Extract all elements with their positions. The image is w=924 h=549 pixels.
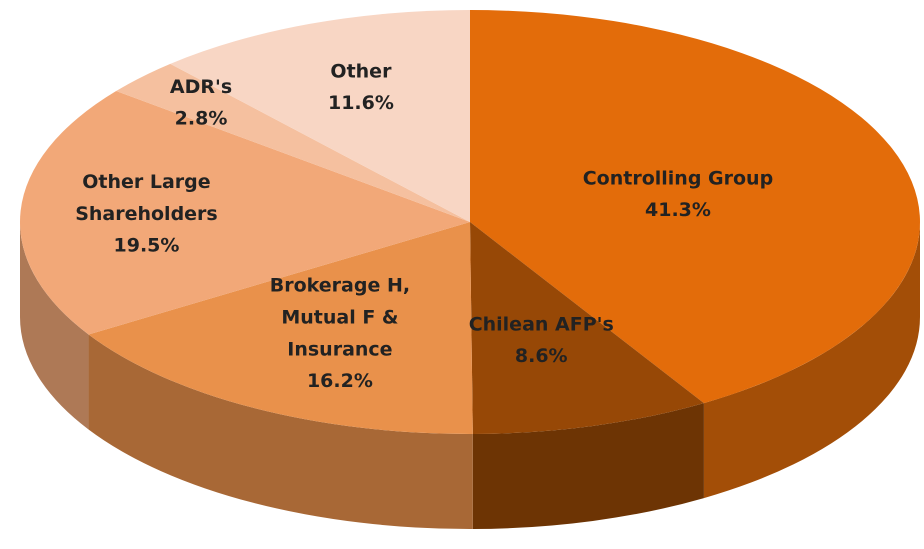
slice-side	[20, 222, 89, 430]
slice	[19, 91, 470, 335]
slice	[470, 10, 920, 404]
slice-value-label: 8.6%	[515, 345, 568, 367]
slice	[170, 10, 470, 222]
slice-label: Brokerage H, Mutual F & Insurance	[270, 274, 410, 360]
slice-label: Controlling Group	[583, 167, 773, 189]
slice	[470, 222, 704, 434]
slice-side	[472, 403, 704, 529]
slice-label: Other	[330, 60, 392, 82]
slice-value-label: 41.3%	[645, 199, 711, 221]
slice-value-label: 2.8%	[175, 107, 228, 129]
slice	[116, 63, 471, 223]
slice-value-label: 16.2%	[307, 370, 373, 392]
slice-label: ADR's	[170, 75, 232, 97]
slice	[88, 222, 473, 434]
slice-side	[88, 334, 473, 529]
slice-value-label: 11.6%	[328, 92, 394, 114]
slice-label: Other Large Shareholders	[75, 170, 218, 224]
slice-label: Chilean AFP's	[469, 313, 614, 335]
slice-value-label: 19.5%	[114, 234, 180, 256]
slice-side	[703, 222, 920, 499]
